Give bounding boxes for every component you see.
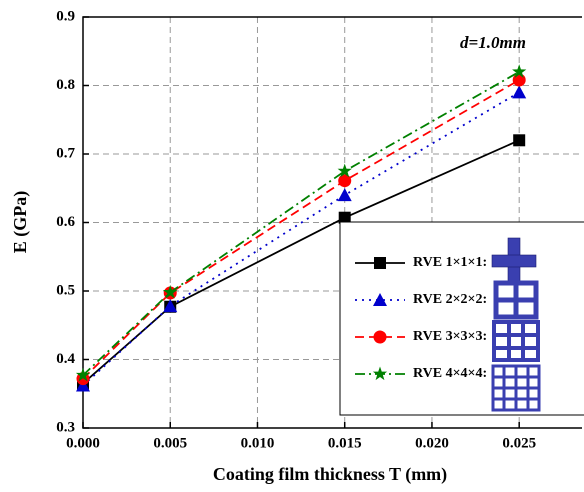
y-axis-label: E (GPa) [10, 191, 31, 254]
x-tick-label: 0.025 [502, 435, 536, 451]
legend-box [340, 222, 584, 415]
chart: 0.3 0.4 0.5 0.6 0.7 0.8 0.9 0.000 0.005 0.010 0.01… [0, 0, 584, 492]
marker [512, 85, 526, 98]
marker [374, 257, 386, 269]
marker [374, 331, 387, 344]
legend-label: RVE 3×3×3: [413, 329, 487, 344]
x-tick-label: 0.020 [415, 435, 449, 451]
x-tick-label: 0.000 [66, 435, 100, 451]
y-tick-label: 0.3 [56, 419, 75, 435]
marker [338, 188, 352, 201]
x-axis-label: Coating film thickness T (mm) [213, 464, 447, 485]
y-tick-label: 0.9 [56, 8, 75, 24]
annotation: d=1.0mm [460, 33, 526, 52]
x-tick-label: 0.010 [241, 435, 275, 451]
y-tick-label: 0.6 [56, 214, 75, 230]
marker [513, 74, 526, 87]
marker [338, 174, 351, 187]
y-tick-label: 0.7 [56, 145, 75, 161]
legend-label: RVE 2×2×2: [413, 292, 487, 307]
legend-label: RVE 1×1×1: [413, 255, 487, 270]
marker [513, 134, 525, 146]
x-tick-label: 0.015 [328, 435, 362, 451]
y-tick-label: 0.8 [56, 77, 75, 93]
y-tick-label: 0.5 [56, 282, 75, 298]
x-tick-label: 0.005 [153, 435, 187, 451]
y-tick-label: 0.4 [56, 351, 75, 367]
legend-label: RVE 4×4×4: [413, 366, 487, 381]
